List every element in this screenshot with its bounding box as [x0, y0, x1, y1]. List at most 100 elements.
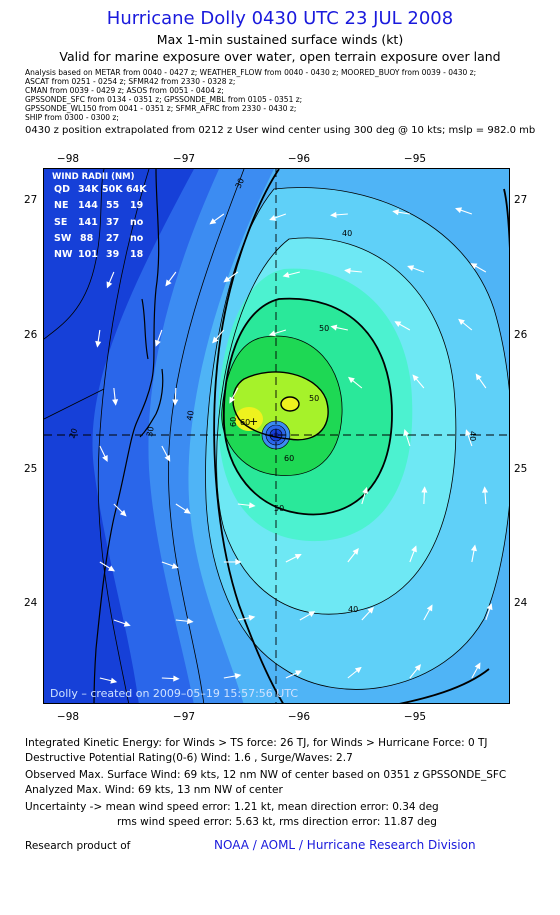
wind-arrow-head: [235, 558, 242, 566]
wind-arrow-head: [102, 454, 108, 463]
wind-arrow-head: [308, 611, 316, 617]
wind-field-svg: 30 40 50 60 20 30 40 50 60 40 40 50 60 +…: [44, 169, 509, 703]
lat-tick-label: 25: [24, 463, 38, 475]
wind-arrow-head: [123, 620, 131, 627]
wind-arrow-head: [165, 279, 172, 287]
wind-arrow-head: [186, 618, 194, 625]
wind-radii-cell: 39: [106, 249, 119, 260]
lon-tick-label: −98: [56, 153, 80, 165]
wind-arrow-head: [475, 373, 482, 381]
analyzed-max-line: Analyzed Max. Wind: 69 kts, 13 nm NW of …: [25, 784, 283, 796]
lat-tick-label: 26: [24, 329, 38, 341]
wind-arrow-head: [412, 374, 419, 382]
wind-arrow-head: [119, 509, 127, 517]
wind-band-yellow: [281, 397, 299, 411]
wind-arrow-head: [248, 502, 256, 509]
wind-arrow-head: [426, 604, 433, 612]
wind-arrows: [95, 207, 493, 684]
contour-label: 30: [234, 177, 246, 190]
research-product-label: Research product of: [25, 840, 131, 852]
wind-radii-cell: 101: [78, 249, 98, 260]
analysis-line: ASCAT from 0251 - 0254 z; SFMR42 from 23…: [25, 77, 236, 86]
wind-radii-cell: NW: [54, 249, 73, 260]
wind-arrow-head: [110, 677, 118, 684]
map-credit: Dolly – created on 2009–05–19 15:57:56 U…: [50, 687, 298, 700]
wind-arrow-head: [106, 281, 113, 289]
contour-label: 40: [468, 431, 477, 441]
contour-label: 60: [240, 418, 250, 427]
wind-arrow-head: [352, 547, 359, 555]
wind-arrow-head: [183, 507, 191, 514]
wind-arrow-head: [411, 545, 417, 553]
lon-tick-label: −95: [403, 711, 427, 723]
wind-radii-cell: 88: [80, 233, 94, 244]
wind-arrow-head: [407, 265, 415, 271]
subtitle: Max 1-min sustained surface winds (kt): [156, 32, 404, 47]
wind-radii-cell: SW: [54, 233, 72, 244]
wind-radii-cell: 27: [106, 233, 119, 244]
wind-radii-header: 34K: [78, 184, 99, 195]
wind-radii-header: 64K: [126, 184, 147, 195]
wind-arrow-head: [229, 396, 236, 404]
lat-tick-label: 24: [514, 597, 528, 609]
contour-label: 30: [145, 426, 156, 438]
wind-radii-cell: 141: [78, 217, 98, 228]
analysis-line: CMAN from 0039 - 0429 z; ASOS from 0051 …: [25, 86, 224, 95]
wind-arrow-head: [458, 318, 465, 326]
lon-tick-label: −97: [172, 153, 196, 165]
wind-radii-cell: SE: [54, 217, 67, 228]
page-title: Hurricane Dolly 0430 UTC 23 JUL 2008: [106, 8, 454, 29]
wind-arrow-head: [465, 429, 471, 437]
wind-arrow-head: [234, 672, 242, 679]
lat-tick-label: 26: [514, 329, 528, 341]
analysis-line: Analysis based on METAR from 0040 - 0427…: [25, 68, 477, 77]
wind-arrow-head: [248, 614, 256, 621]
wind-radii-cell: 55: [106, 200, 119, 211]
wind-radii-header: QD: [54, 184, 70, 195]
wind-radii-cell: 37: [106, 217, 119, 228]
org-link[interactable]: NOAA / AOML / Hurricane Research Divisio…: [214, 838, 476, 852]
lat-tick-label: 25: [514, 463, 528, 475]
contour-label: 50: [309, 394, 319, 403]
wind-arrow-head: [95, 340, 102, 348]
wind-arrow-head: [344, 267, 351, 274]
wind-arrow-head: [474, 662, 481, 670]
wind-radii-table: WIND RADII (NM) QD 34K 50K 64K NE 144 55…: [52, 172, 147, 260]
analysis-line: GPSSONDE_WL150 from 0041 - 0351 z; SFMR_…: [25, 104, 297, 113]
wind-arrow-head: [348, 376, 355, 384]
wind-arrow-head: [354, 666, 362, 674]
contour-label: 20: [67, 427, 79, 440]
wind-radii-cell: 144: [78, 200, 98, 211]
center-crosshair: [44, 169, 509, 703]
wind-radii-cell: no: [130, 217, 144, 228]
wind-radii-cell: 18: [130, 249, 144, 260]
wind-arrow-head: [164, 454, 171, 462]
lon-tick-label: −97: [172, 711, 196, 723]
analysis-line: GPSSONDE_SFC from 0134 - 0351 z; GPSSOND…: [25, 95, 303, 104]
wind-arrow-head: [470, 544, 477, 552]
contour-label: 40: [185, 410, 196, 422]
contour-label: 60: [229, 417, 238, 427]
wind-arrow-head: [171, 562, 179, 569]
lat-tick-label: 24: [24, 597, 38, 609]
wind-arrow-head: [294, 553, 302, 560]
observed-max-line: Observed Max. Surface Wind: 69 kts, 12 n…: [25, 769, 507, 781]
wind-band-yellow: [235, 407, 263, 431]
contour-label: 50: [319, 324, 329, 333]
wind-radii-header: 50K: [102, 184, 123, 195]
wind-arrow-head: [394, 321, 402, 327]
wind-arrow-head: [295, 670, 303, 676]
lon-tick-label: −96: [287, 153, 311, 165]
lon-tick-label: −96: [287, 711, 311, 723]
uncertainty-line: rms wind speed error: 5.63 kt, rms direc…: [117, 816, 437, 828]
wind-arrow-head: [108, 565, 115, 572]
wind-arrow-head: [173, 675, 180, 682]
wind-radii-cell: no: [130, 233, 144, 244]
wind-radii-cell: NE: [54, 200, 68, 211]
validity-note: Valid for marine exposure over water, op…: [59, 49, 501, 64]
lon-tick-label: −95: [403, 153, 427, 165]
wind-arrow-head: [269, 215, 277, 221]
wind-arrow-head: [403, 429, 410, 436]
wind-field-map: 30 40 50 60 20 30 40 50 60 40 40 50 60 +…: [43, 168, 510, 704]
analysis-line: SHIP from 0300 - 0300 z;: [25, 113, 119, 122]
